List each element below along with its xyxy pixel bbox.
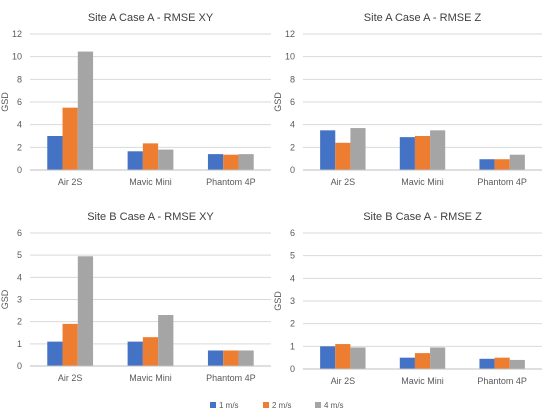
y-tick-label: 4 xyxy=(17,120,22,130)
bar-1-m-s-phantom-4p xyxy=(207,154,224,170)
y-tick-label: 0 xyxy=(290,165,295,175)
bar-1-m-s-mavic-mini xyxy=(127,341,143,366)
y-tick-label: 10 xyxy=(285,52,295,62)
y-axis-label: GSD xyxy=(0,289,10,309)
legend-label: 1 m/s xyxy=(219,401,239,410)
bar-1-m-s-mavic-mini xyxy=(399,137,415,170)
chart-title: Site A Case A - RMSE Z xyxy=(364,12,482,24)
y-axis-label: GSD xyxy=(0,92,10,112)
y-tick-label: 5 xyxy=(17,250,22,260)
x-tick-label: Air 2S xyxy=(58,177,83,187)
bar-1-m-s-phantom-4p xyxy=(479,159,495,170)
legend-swatch xyxy=(263,402,269,408)
y-tick-label: 4 xyxy=(290,273,295,283)
y-axis-label: GSD xyxy=(273,92,283,112)
bar-2-m-s-phantom-4p xyxy=(223,154,239,170)
x-tick-label: Air 2S xyxy=(331,177,356,187)
y-tick-label: 0 xyxy=(290,364,295,374)
bar-4-m-s-air-2s xyxy=(350,347,366,369)
x-tick-label: Mavic Mini xyxy=(129,373,172,383)
bar-1-m-s-air-2s xyxy=(47,136,63,170)
bar-2-m-s-phantom-4p xyxy=(494,357,510,369)
bar-2-m-s-mavic-mini xyxy=(414,353,431,369)
chart-panel-1: Site A Case A - RMSE XY 0 2 4 6 8 10 12 GSD Air 2… xyxy=(0,12,271,187)
y-tick-label: 8 xyxy=(290,74,295,84)
x-tick-label: Phantom 4P xyxy=(206,177,256,187)
bar-4-m-s-mavic-mini xyxy=(430,130,446,170)
bar-4-m-s-mavic-mini xyxy=(430,347,446,369)
x-tick-label: Mavic Mini xyxy=(401,177,444,187)
y-tick-label: 6 xyxy=(17,228,22,238)
bar-2-m-s-air-2s xyxy=(335,344,351,369)
bar-4-m-s-air-2s xyxy=(350,128,366,170)
bar-1-m-s-mavic-mini xyxy=(127,151,143,170)
x-tick-label: Phantom 4P xyxy=(477,376,527,386)
y-tick-label: 2 xyxy=(17,142,22,152)
x-tick-label: Air 2S xyxy=(58,373,83,383)
bar-2-m-s-phantom-4p xyxy=(223,350,239,366)
bar-4-m-s-air-2s xyxy=(77,256,94,366)
y-tick-label: 0 xyxy=(17,165,22,175)
y-tick-label: 4 xyxy=(17,272,22,282)
bar-4-m-s-phantom-4p xyxy=(238,350,254,366)
y-tick-label: 2 xyxy=(290,142,295,152)
legend: 1 m/s 2 m/s 4 m/s xyxy=(210,401,344,410)
y-tick-label: 12 xyxy=(12,29,22,39)
chart-panel-3: Site B Case A - RMSE XY 0 1 2 3 4 5 6 GSD Air 2S M… xyxy=(0,211,271,383)
bar-2-m-s-air-2s xyxy=(62,107,78,170)
y-tick-label: 6 xyxy=(17,97,22,107)
y-tick-label: 2 xyxy=(17,317,22,327)
y-tick-label: 1 xyxy=(17,339,22,349)
bar-1-m-s-mavic-mini xyxy=(399,357,415,369)
chart-panel-2: Site A Case A - RMSE Z 0 2 4 6 8 10 12 GSD Air 2S… xyxy=(273,12,542,187)
y-tick-label: 1 xyxy=(290,341,295,351)
chart-title: Site B Case A - RMSE Z xyxy=(363,211,482,223)
bar-4-m-s-phantom-4p xyxy=(509,359,525,369)
bar-2-m-s-mavic-mini xyxy=(142,143,159,170)
y-tick-label: 10 xyxy=(12,52,22,62)
y-tick-label: 6 xyxy=(290,228,295,238)
bar-1-m-s-air-2s xyxy=(320,346,336,369)
chart-title: Site A Case A - RMSE XY xyxy=(88,12,214,24)
y-tick-label: 0 xyxy=(17,361,22,371)
legend-label: 2 m/s xyxy=(272,401,292,410)
bar-4-m-s-mavic-mini xyxy=(158,149,174,170)
x-tick-label: Phantom 4P xyxy=(206,373,256,383)
legend-swatch xyxy=(210,402,216,408)
x-tick-label: Mavic Mini xyxy=(401,376,444,386)
y-axis-label: GSD xyxy=(273,291,283,311)
x-tick-label: Mavic Mini xyxy=(129,177,172,187)
x-tick-label: Air 2S xyxy=(331,376,356,386)
bar-4-m-s-mavic-mini xyxy=(158,315,174,366)
bar-2-m-s-air-2s xyxy=(335,142,351,170)
y-tick-label: 3 xyxy=(290,296,295,306)
x-tick-label: Phantom 4P xyxy=(477,177,527,187)
bar-4-m-s-air-2s xyxy=(77,51,94,170)
y-tick-label: 12 xyxy=(285,29,295,39)
bar-4-m-s-phantom-4p xyxy=(238,154,254,170)
y-tick-label: 6 xyxy=(290,97,295,107)
bar-1-m-s-air-2s xyxy=(47,341,63,366)
y-tick-label: 5 xyxy=(290,251,295,261)
y-tick-label: 3 xyxy=(17,295,22,305)
bar-1-m-s-air-2s xyxy=(320,130,336,170)
chart-title: Site B Case A - RMSE XY xyxy=(87,211,214,223)
legend-swatch xyxy=(315,402,321,408)
y-tick-label: 4 xyxy=(290,120,295,130)
bar-2-m-s-phantom-4p xyxy=(494,159,510,170)
y-tick-label: 2 xyxy=(290,319,295,329)
bar-4-m-s-phantom-4p xyxy=(509,154,525,170)
y-tick-label: 8 xyxy=(17,74,22,84)
bar-2-m-s-mavic-mini xyxy=(142,337,159,366)
chart-panel-4: Site B Case A - RMSE Z 0 1 2 3 4 5 6 GSD Air 2S Ma… xyxy=(273,211,542,386)
bar-1-m-s-phantom-4p xyxy=(479,358,495,369)
legend-label: 4 m/s xyxy=(324,401,344,410)
bar-1-m-s-phantom-4p xyxy=(207,350,224,366)
bar-2-m-s-air-2s xyxy=(62,323,78,366)
bar-2-m-s-mavic-mini xyxy=(414,136,431,170)
